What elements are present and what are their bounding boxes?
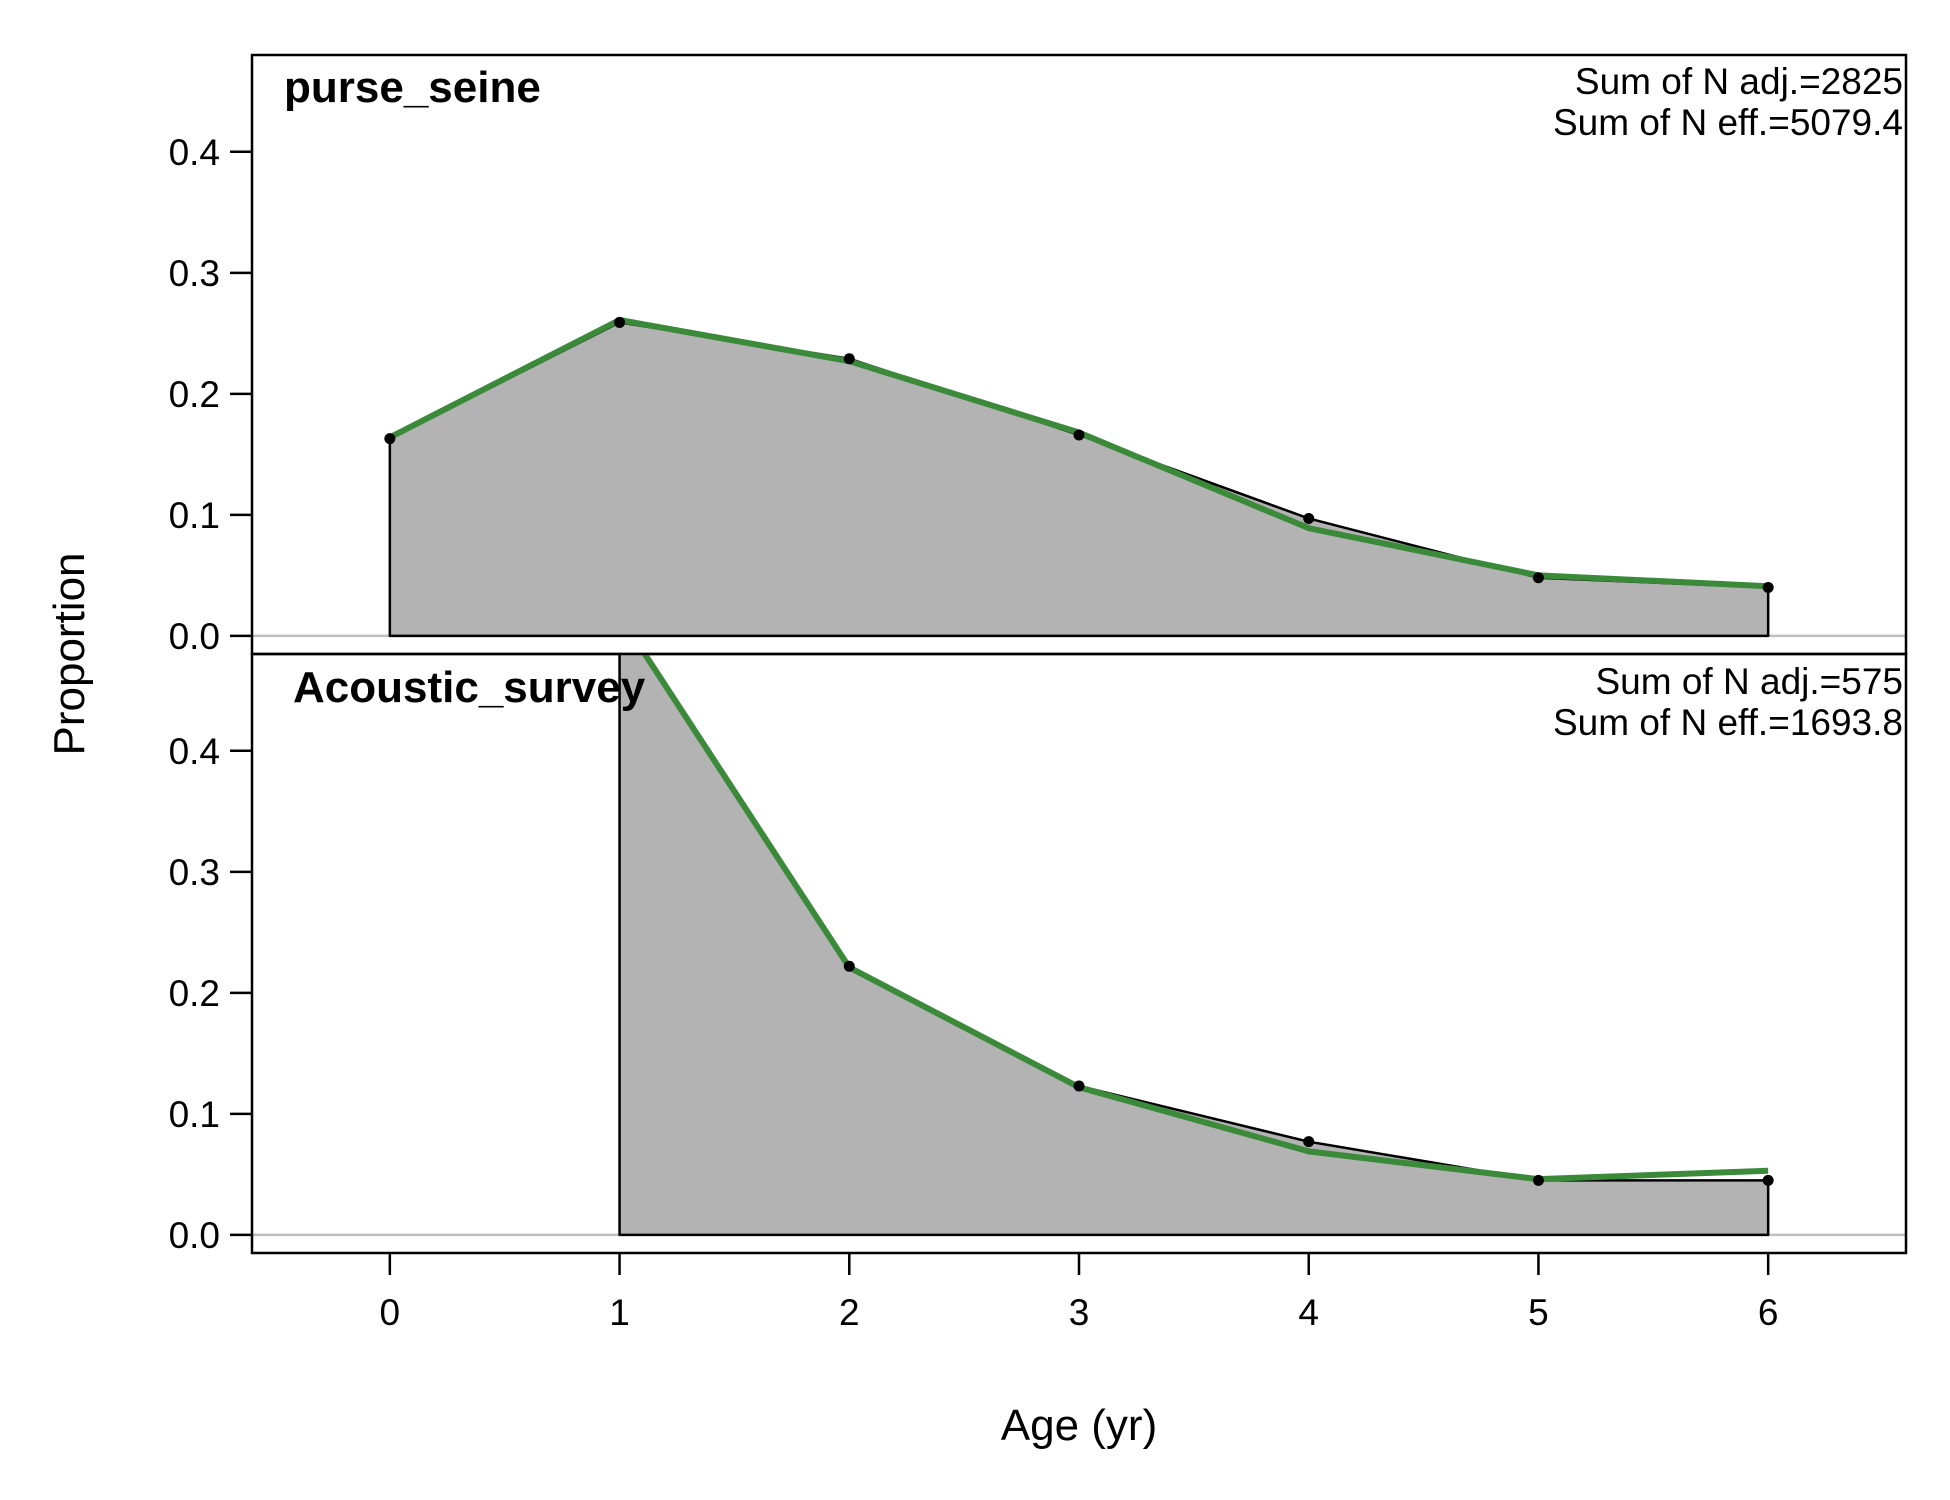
purse-seine-observed-point [1532, 572, 1544, 584]
x-tick-label: 6 [1758, 1292, 1779, 1333]
purse-seine-y-tick-label: 0.3 [169, 253, 220, 294]
panel-acoustic-survey-y-axis: 0.0 0.1 0.2 0.3 0.4 [169, 731, 252, 1256]
x-axis-title: Age (yr) [1001, 1401, 1157, 1450]
acoustic-survey-y-tick-label: 0.2 [169, 973, 220, 1014]
purse-seine-observed-point [384, 433, 396, 445]
acoustic-survey-observed-point [1762, 1174, 1774, 1186]
purse-seine-y-tick-label: 0.0 [169, 616, 220, 657]
purse-seine-observed-point [843, 353, 855, 365]
x-tick-label: 1 [609, 1292, 630, 1333]
x-tick-label: 2 [839, 1292, 860, 1333]
panel-acoustic-survey-note-adj: Sum of N adj.=575 [1596, 661, 1904, 702]
panel-purse-seine-marks [252, 316, 1906, 638]
acoustic-survey-observed-point [1532, 1174, 1544, 1186]
y-axis-title: Proportion [45, 552, 94, 755]
acoustic-survey-y-tick-label: 0.3 [169, 852, 220, 893]
purse-seine-y-tick-label: 0.2 [169, 374, 220, 415]
panel-purse-seine-note-eff: Sum of N eff.=5079.4 [1553, 102, 1903, 143]
x-tick-label: 4 [1298, 1292, 1319, 1333]
panel-acoustic-survey-marks [252, 654, 1906, 1237]
purse-seine-observed-point [1073, 429, 1085, 441]
purse-seine-observed-point [614, 316, 626, 328]
acoustic-survey-observed-point [1303, 1136, 1315, 1148]
panel-purse-seine: purse_seine Sum of N adj.=2825 Sum of N … [169, 53, 1908, 657]
x-axis: 0 1 2 3 4 5 6 [380, 1253, 1779, 1333]
panel-acoustic-survey-note-eff: Sum of N eff.=1693.8 [1553, 702, 1903, 743]
acoustic-survey-observed-point [843, 960, 855, 972]
acoustic-survey-y-tick-label: 0.1 [169, 1094, 220, 1135]
acoustic-survey-y-tick-label: 0.4 [169, 731, 220, 772]
purse-seine-y-tick-label: 0.4 [169, 132, 220, 173]
purse-seine-observed-point [1303, 512, 1315, 524]
acoustic-survey-expected-line [641, 654, 1769, 1183]
x-tick-label: 0 [380, 1292, 401, 1333]
panel-acoustic-survey: Acoustic_survey Sum of N adj.=575 Sum of… [169, 652, 1908, 1256]
x-tick-label: 3 [1069, 1292, 1090, 1333]
panel-purse-seine-note-adj: Sum of N adj.=2825 [1575, 61, 1903, 102]
acoustic-survey-observed-point [1073, 1080, 1085, 1092]
panel-purse-seine-y-axis: 0.0 0.1 0.2 0.3 0.4 [169, 132, 252, 657]
purse-seine-y-tick-label: 0.1 [169, 495, 220, 536]
acoustic-survey-y-tick-label: 0.0 [169, 1215, 220, 1256]
x-tick-label: 5 [1528, 1292, 1549, 1333]
purse-seine-observed-point [1762, 581, 1774, 593]
panel-purse-seine-title: purse_seine [284, 63, 541, 112]
purse-seine-observed-area [388, 321, 1770, 638]
panel-acoustic-survey-title: Acoustic_survey [293, 663, 646, 712]
